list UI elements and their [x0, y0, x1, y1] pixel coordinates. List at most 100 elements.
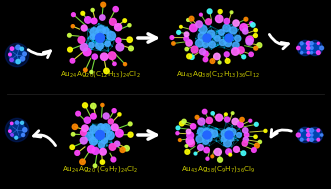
Circle shape: [97, 26, 105, 35]
Circle shape: [70, 58, 75, 63]
Circle shape: [204, 147, 210, 153]
Circle shape: [211, 155, 214, 158]
Circle shape: [307, 138, 310, 141]
Circle shape: [316, 51, 320, 54]
Circle shape: [112, 109, 116, 113]
Circle shape: [214, 148, 221, 156]
Circle shape: [264, 129, 267, 132]
Circle shape: [21, 121, 24, 124]
Circle shape: [100, 148, 106, 155]
Text: Au$_{24}$Ag$_{20}$(C$_{12}$H$_{13}$)$_{24}$Cl$_2$: Au$_{24}$Ag$_{20}$(C$_{12}$H$_{13}$)$_{2…: [60, 69, 140, 79]
Circle shape: [23, 52, 26, 56]
Circle shape: [186, 137, 194, 145]
Circle shape: [20, 47, 24, 51]
Circle shape: [76, 111, 80, 116]
Circle shape: [252, 148, 256, 152]
Circle shape: [185, 145, 188, 147]
Circle shape: [91, 18, 97, 24]
Circle shape: [307, 46, 310, 50]
Circle shape: [101, 53, 108, 60]
Circle shape: [230, 27, 237, 34]
Circle shape: [243, 137, 248, 142]
Circle shape: [80, 137, 87, 144]
Circle shape: [207, 9, 212, 14]
Circle shape: [224, 139, 231, 147]
Circle shape: [191, 124, 196, 129]
Circle shape: [257, 43, 262, 48]
Circle shape: [89, 42, 94, 48]
Circle shape: [110, 19, 116, 25]
Circle shape: [219, 30, 224, 35]
Circle shape: [177, 30, 181, 34]
Circle shape: [124, 146, 129, 151]
Circle shape: [100, 160, 105, 164]
Circle shape: [200, 49, 206, 55]
Circle shape: [101, 124, 111, 133]
Circle shape: [96, 33, 105, 43]
Circle shape: [80, 43, 88, 51]
Circle shape: [68, 47, 72, 52]
Circle shape: [198, 118, 205, 125]
Circle shape: [70, 145, 74, 149]
Circle shape: [188, 140, 195, 147]
Circle shape: [170, 36, 174, 39]
Circle shape: [214, 53, 220, 60]
Circle shape: [186, 129, 191, 134]
Circle shape: [254, 34, 258, 37]
Circle shape: [194, 152, 197, 155]
Circle shape: [78, 36, 85, 43]
Circle shape: [233, 20, 239, 26]
Circle shape: [116, 43, 124, 51]
Circle shape: [225, 117, 230, 122]
Circle shape: [21, 57, 25, 61]
Circle shape: [127, 37, 132, 42]
Circle shape: [254, 135, 257, 138]
Circle shape: [9, 122, 25, 138]
Circle shape: [172, 42, 175, 45]
Circle shape: [310, 138, 313, 141]
Circle shape: [297, 40, 313, 56]
Circle shape: [82, 103, 87, 108]
Circle shape: [90, 137, 97, 145]
Circle shape: [300, 138, 303, 141]
Circle shape: [83, 48, 91, 56]
Circle shape: [307, 51, 309, 54]
Circle shape: [109, 144, 116, 150]
Circle shape: [310, 52, 312, 54]
Circle shape: [100, 15, 105, 20]
Text: Au$_{43}$Ag$_{38}$(C$_9$H$_7$)$_{36}$Cl$_9$: Au$_{43}$Ag$_{38}$(C$_9$H$_7$)$_{36}$Cl$…: [181, 164, 255, 174]
Circle shape: [244, 17, 248, 21]
Circle shape: [128, 24, 131, 27]
Circle shape: [229, 136, 234, 141]
Circle shape: [196, 39, 203, 47]
Circle shape: [214, 36, 220, 41]
Circle shape: [98, 124, 104, 130]
Circle shape: [258, 140, 261, 144]
Circle shape: [242, 141, 247, 146]
Circle shape: [11, 134, 13, 136]
Circle shape: [189, 16, 194, 21]
Circle shape: [118, 113, 121, 116]
Circle shape: [217, 157, 222, 162]
Circle shape: [320, 46, 323, 50]
Circle shape: [91, 9, 94, 12]
Text: Au$_{43}$Ag$_{38}$(C$_{12}$H$_{13}$)$_{36}$Cl$_{12}$: Au$_{43}$Ag$_{38}$(C$_{12}$H$_{13}$)$_{3…: [176, 69, 260, 79]
Circle shape: [203, 57, 208, 62]
Circle shape: [90, 125, 97, 133]
Circle shape: [72, 124, 77, 129]
Circle shape: [185, 149, 190, 154]
Circle shape: [120, 147, 125, 153]
Circle shape: [115, 24, 122, 31]
Circle shape: [196, 136, 203, 143]
Circle shape: [246, 36, 254, 44]
Circle shape: [116, 129, 123, 137]
Circle shape: [190, 24, 197, 32]
Circle shape: [221, 130, 228, 137]
Circle shape: [255, 122, 258, 126]
Circle shape: [129, 46, 133, 51]
Circle shape: [243, 29, 248, 34]
Circle shape: [115, 141, 120, 146]
Circle shape: [9, 53, 11, 56]
Circle shape: [81, 12, 85, 15]
Circle shape: [107, 32, 116, 40]
